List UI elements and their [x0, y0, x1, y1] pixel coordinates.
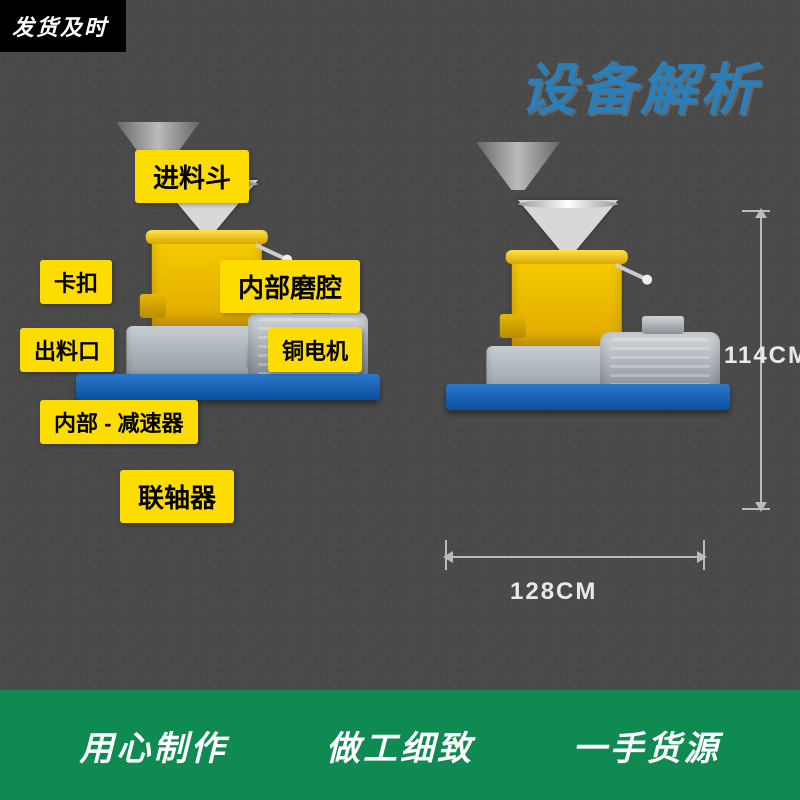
outlet-pipe: [140, 294, 166, 318]
dimension-tick: [742, 210, 770, 212]
shipping-badge: 发货及时: [0, 0, 126, 52]
bottom-text-a: 用心制作: [79, 721, 227, 770]
dimension-width-label: 128CM: [510, 578, 597, 606]
label-hopper: 进料斗: [135, 150, 249, 203]
dimension-line-horizontal: [445, 556, 705, 558]
machine-dimensioned: [450, 200, 710, 500]
base-plate: [76, 374, 380, 400]
base-plate: [446, 384, 730, 410]
dimension-height-label: 114CM: [724, 342, 800, 370]
label-outlet: 出料口: [20, 328, 114, 372]
dimension-tick: [445, 540, 447, 570]
dimension-tick: [742, 508, 770, 510]
label-motor: 铜电机: [268, 328, 362, 372]
page-title: 设备解析: [520, 45, 760, 126]
outlet-pipe: [500, 314, 526, 338]
bottom-text-b: 做工细致: [326, 721, 474, 770]
bottom-text-c: 一手货源: [573, 721, 721, 770]
bottom-bar: 用心制作 做工细致 一手货源: [0, 690, 800, 800]
label-chamber: 内部磨腔: [220, 260, 360, 313]
mill-handle: [615, 263, 648, 281]
label-reducer: 内部 - 减速器: [40, 400, 198, 444]
mill-handle: [255, 243, 288, 261]
label-clamp: 卡扣: [40, 260, 112, 304]
dimension-tick: [703, 540, 705, 570]
label-coupling: 联轴器: [120, 470, 234, 523]
